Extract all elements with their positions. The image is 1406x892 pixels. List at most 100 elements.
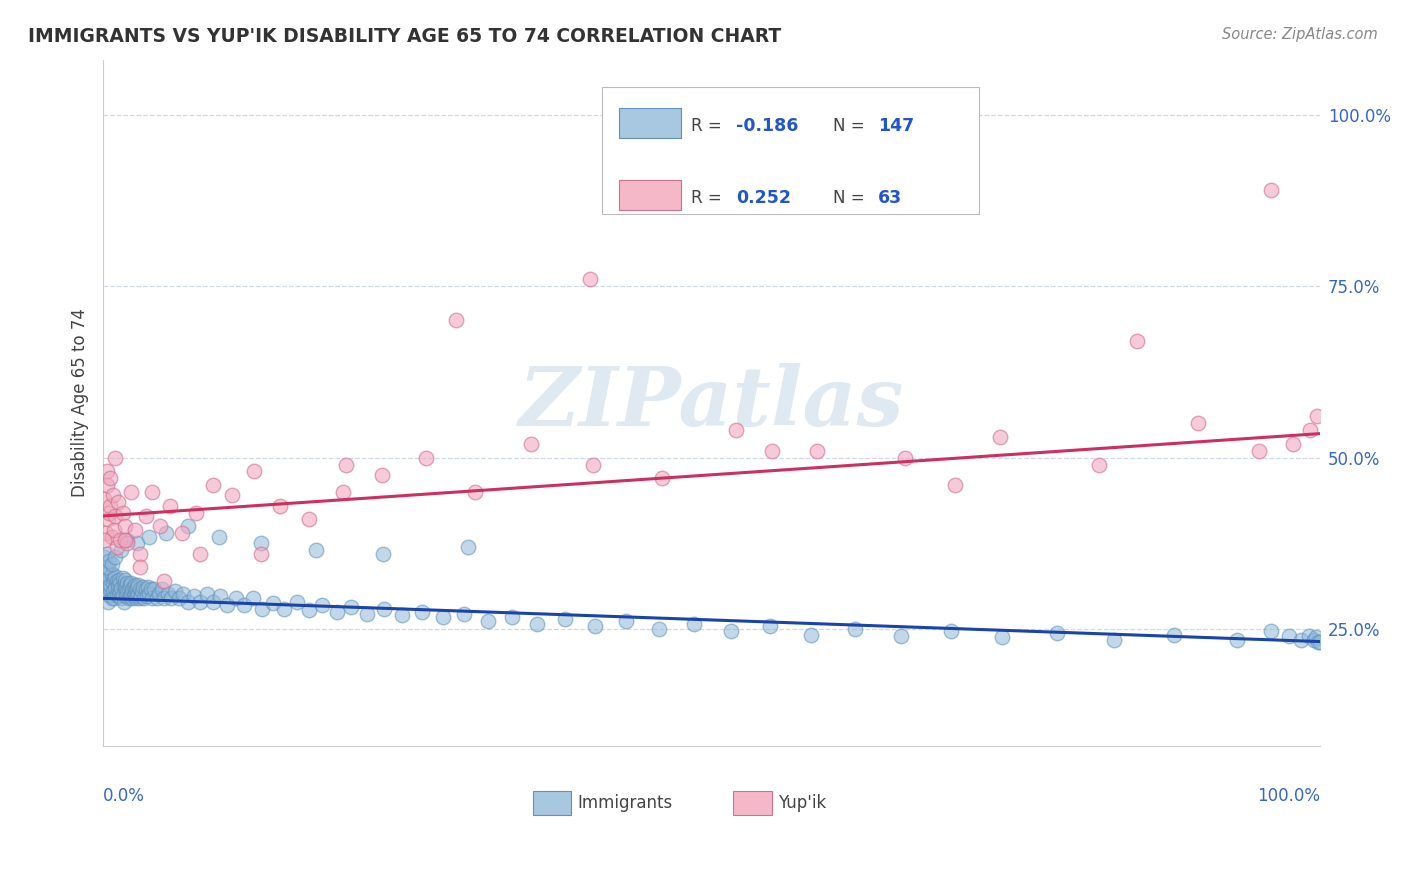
Point [153,574,176,589]
Text: Yup'ik: Yup'ik [779,794,827,812]
Point [195,586,218,600]
Point [100,530,122,544]
Point [110,543,132,558]
Point [208,589,231,603]
Point [96,464,118,478]
Text: 63: 63 [879,188,903,207]
Text: -0.186: -0.186 [735,117,799,135]
Point [103,571,125,585]
Point [1046,625,1069,640]
Point [117,533,139,547]
Point [124,577,146,591]
Point [1226,632,1249,647]
Point [432,610,454,624]
Text: N =: N = [832,188,865,207]
FancyBboxPatch shape [533,791,571,814]
Point [110,591,132,606]
Point [160,591,183,606]
Point [121,591,143,606]
Point [720,624,742,638]
Point [127,577,149,591]
Point [457,540,479,554]
Point [939,624,962,638]
Point [269,499,291,513]
Point [761,443,783,458]
Point [117,536,139,550]
Point [96,547,118,561]
Point [94,560,117,574]
Point [129,589,152,603]
Point [141,591,163,606]
Point [242,591,264,606]
Point [1260,624,1282,638]
Point [120,485,142,500]
Text: 147: 147 [879,117,914,135]
Point [225,591,247,606]
Point [391,608,413,623]
Point [135,508,157,523]
Point [520,437,543,451]
Point [136,580,159,594]
Point [501,610,523,624]
Point [97,560,120,574]
Point [127,586,149,600]
Point [118,582,141,597]
Text: Immigrants: Immigrants [578,794,673,812]
Point [108,575,131,590]
Point [100,567,122,582]
Point [96,567,118,582]
Point [118,591,141,606]
Point [806,443,828,458]
Point [156,586,179,600]
Point [104,581,127,595]
Point [311,598,333,612]
Point [325,605,347,619]
Point [177,519,200,533]
Point [273,601,295,615]
Text: IMMIGRANTS VS YUP'IK DISABILITY AGE 65 TO 74 CORRELATION CHART: IMMIGRANTS VS YUP'IK DISABILITY AGE 65 T… [28,27,782,45]
Point [118,577,141,591]
Point [108,533,131,547]
Point [411,605,433,619]
Point [138,586,160,600]
Point [554,612,576,626]
Point [477,614,499,628]
Point [335,458,357,472]
Point [101,575,124,590]
Point [100,557,122,571]
Point [93,550,115,565]
Point [340,600,363,615]
Point [1247,443,1270,458]
Point [800,628,823,642]
Point [356,607,378,621]
Point [141,485,163,500]
FancyBboxPatch shape [734,791,772,814]
Point [135,589,157,603]
Point [373,601,395,615]
Point [1305,631,1327,645]
Point [96,581,118,595]
Point [124,523,146,537]
FancyBboxPatch shape [619,179,681,210]
Point [93,491,115,506]
Text: N =: N = [832,117,865,135]
Point [118,589,141,603]
Point [172,526,194,541]
Point [94,584,117,599]
Point [578,272,600,286]
Point [650,471,672,485]
Point [105,540,128,554]
Y-axis label: Disability Age 65 to 74: Disability Age 65 to 74 [72,309,89,497]
Point [759,619,782,633]
Point [221,488,243,502]
Point [614,614,637,628]
Point [131,584,153,599]
Point [108,589,131,603]
Point [127,580,149,594]
Point [127,536,149,550]
Point [120,586,142,600]
Point [128,560,150,574]
Point [100,582,122,597]
Point [114,533,136,547]
Point [135,582,157,597]
